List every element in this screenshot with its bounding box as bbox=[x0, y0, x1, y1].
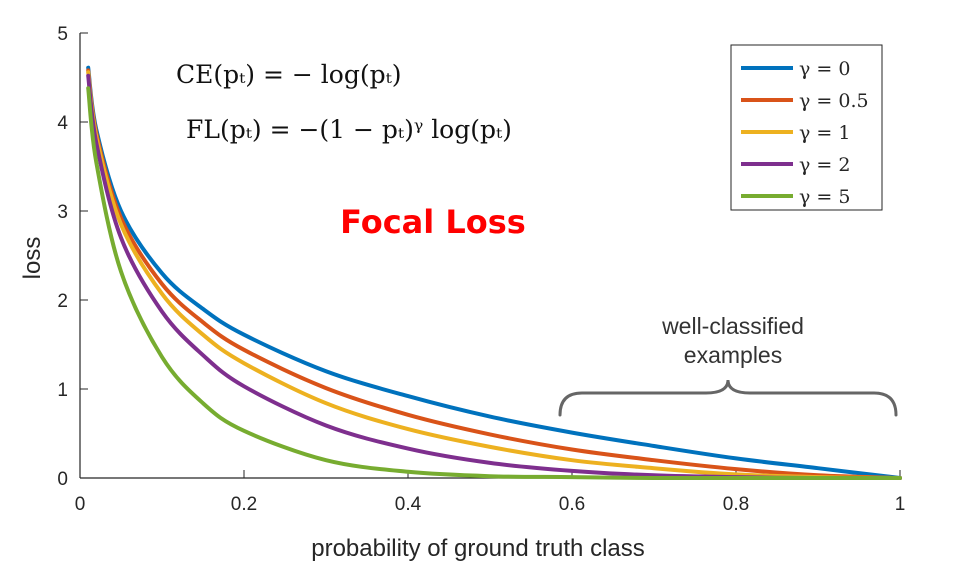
x-tick-label: 0.8 bbox=[723, 494, 749, 515]
y-tick-label: 1 bbox=[57, 380, 68, 401]
plot-area: 0 0.2 0.4 0.6 0.8 1 0 1 2 3 4 5 bbox=[57, 24, 905, 515]
x-ticks: 0 0.2 0.4 0.6 0.8 1 bbox=[75, 470, 906, 515]
legend: γ = 0 γ = 0.5 γ = 1 γ = 2 γ = 5 bbox=[730, 44, 883, 211]
legend-label-4: γ = 5 bbox=[799, 186, 850, 208]
legend-label-2: γ = 1 bbox=[799, 122, 850, 144]
chart-title: Focal Loss bbox=[340, 203, 526, 241]
x-tick-label: 0.6 bbox=[559, 494, 585, 515]
annotation-line-2: examples bbox=[684, 342, 782, 368]
y-axis-label: loss bbox=[19, 237, 46, 280]
series-line-4 bbox=[86, 86, 902, 481]
series-line-0 bbox=[86, 65, 902, 480]
well-classified-annotation: well-classified examples bbox=[558, 313, 898, 417]
annotation-line-1: well-classified bbox=[661, 313, 804, 339]
legend-box bbox=[730, 44, 883, 211]
y-tick-label: 2 bbox=[57, 291, 68, 312]
formula-fl: FL(pₜ) = −(1 − pₜ)ᵞ log(pₜ) bbox=[186, 115, 512, 144]
x-tick-label: 0 bbox=[75, 494, 86, 515]
x-axis-label: probability of ground truth class bbox=[311, 535, 645, 562]
series-lines bbox=[86, 65, 902, 481]
y-ticks: 0 1 2 3 4 5 bbox=[57, 24, 88, 490]
y-tick-label: 0 bbox=[57, 469, 68, 490]
formula-ce: CE(pₜ) = − log(pₜ) bbox=[176, 60, 402, 89]
legend-label-0: γ = 0 bbox=[799, 58, 850, 80]
x-tick-label: 1 bbox=[895, 494, 906, 515]
series-line-1 bbox=[86, 68, 902, 480]
y-tick-label: 5 bbox=[57, 24, 68, 45]
legend-label-3: γ = 2 bbox=[799, 154, 850, 176]
series-line-2 bbox=[86, 70, 902, 480]
annotation-brace bbox=[558, 379, 898, 417]
legend-label-1: γ = 0.5 bbox=[799, 90, 869, 112]
x-tick-label: 0.2 bbox=[231, 494, 257, 515]
y-tick-label: 4 bbox=[57, 113, 68, 134]
y-tick-label: 3 bbox=[57, 202, 68, 223]
x-tick-label: 0.4 bbox=[395, 494, 422, 515]
